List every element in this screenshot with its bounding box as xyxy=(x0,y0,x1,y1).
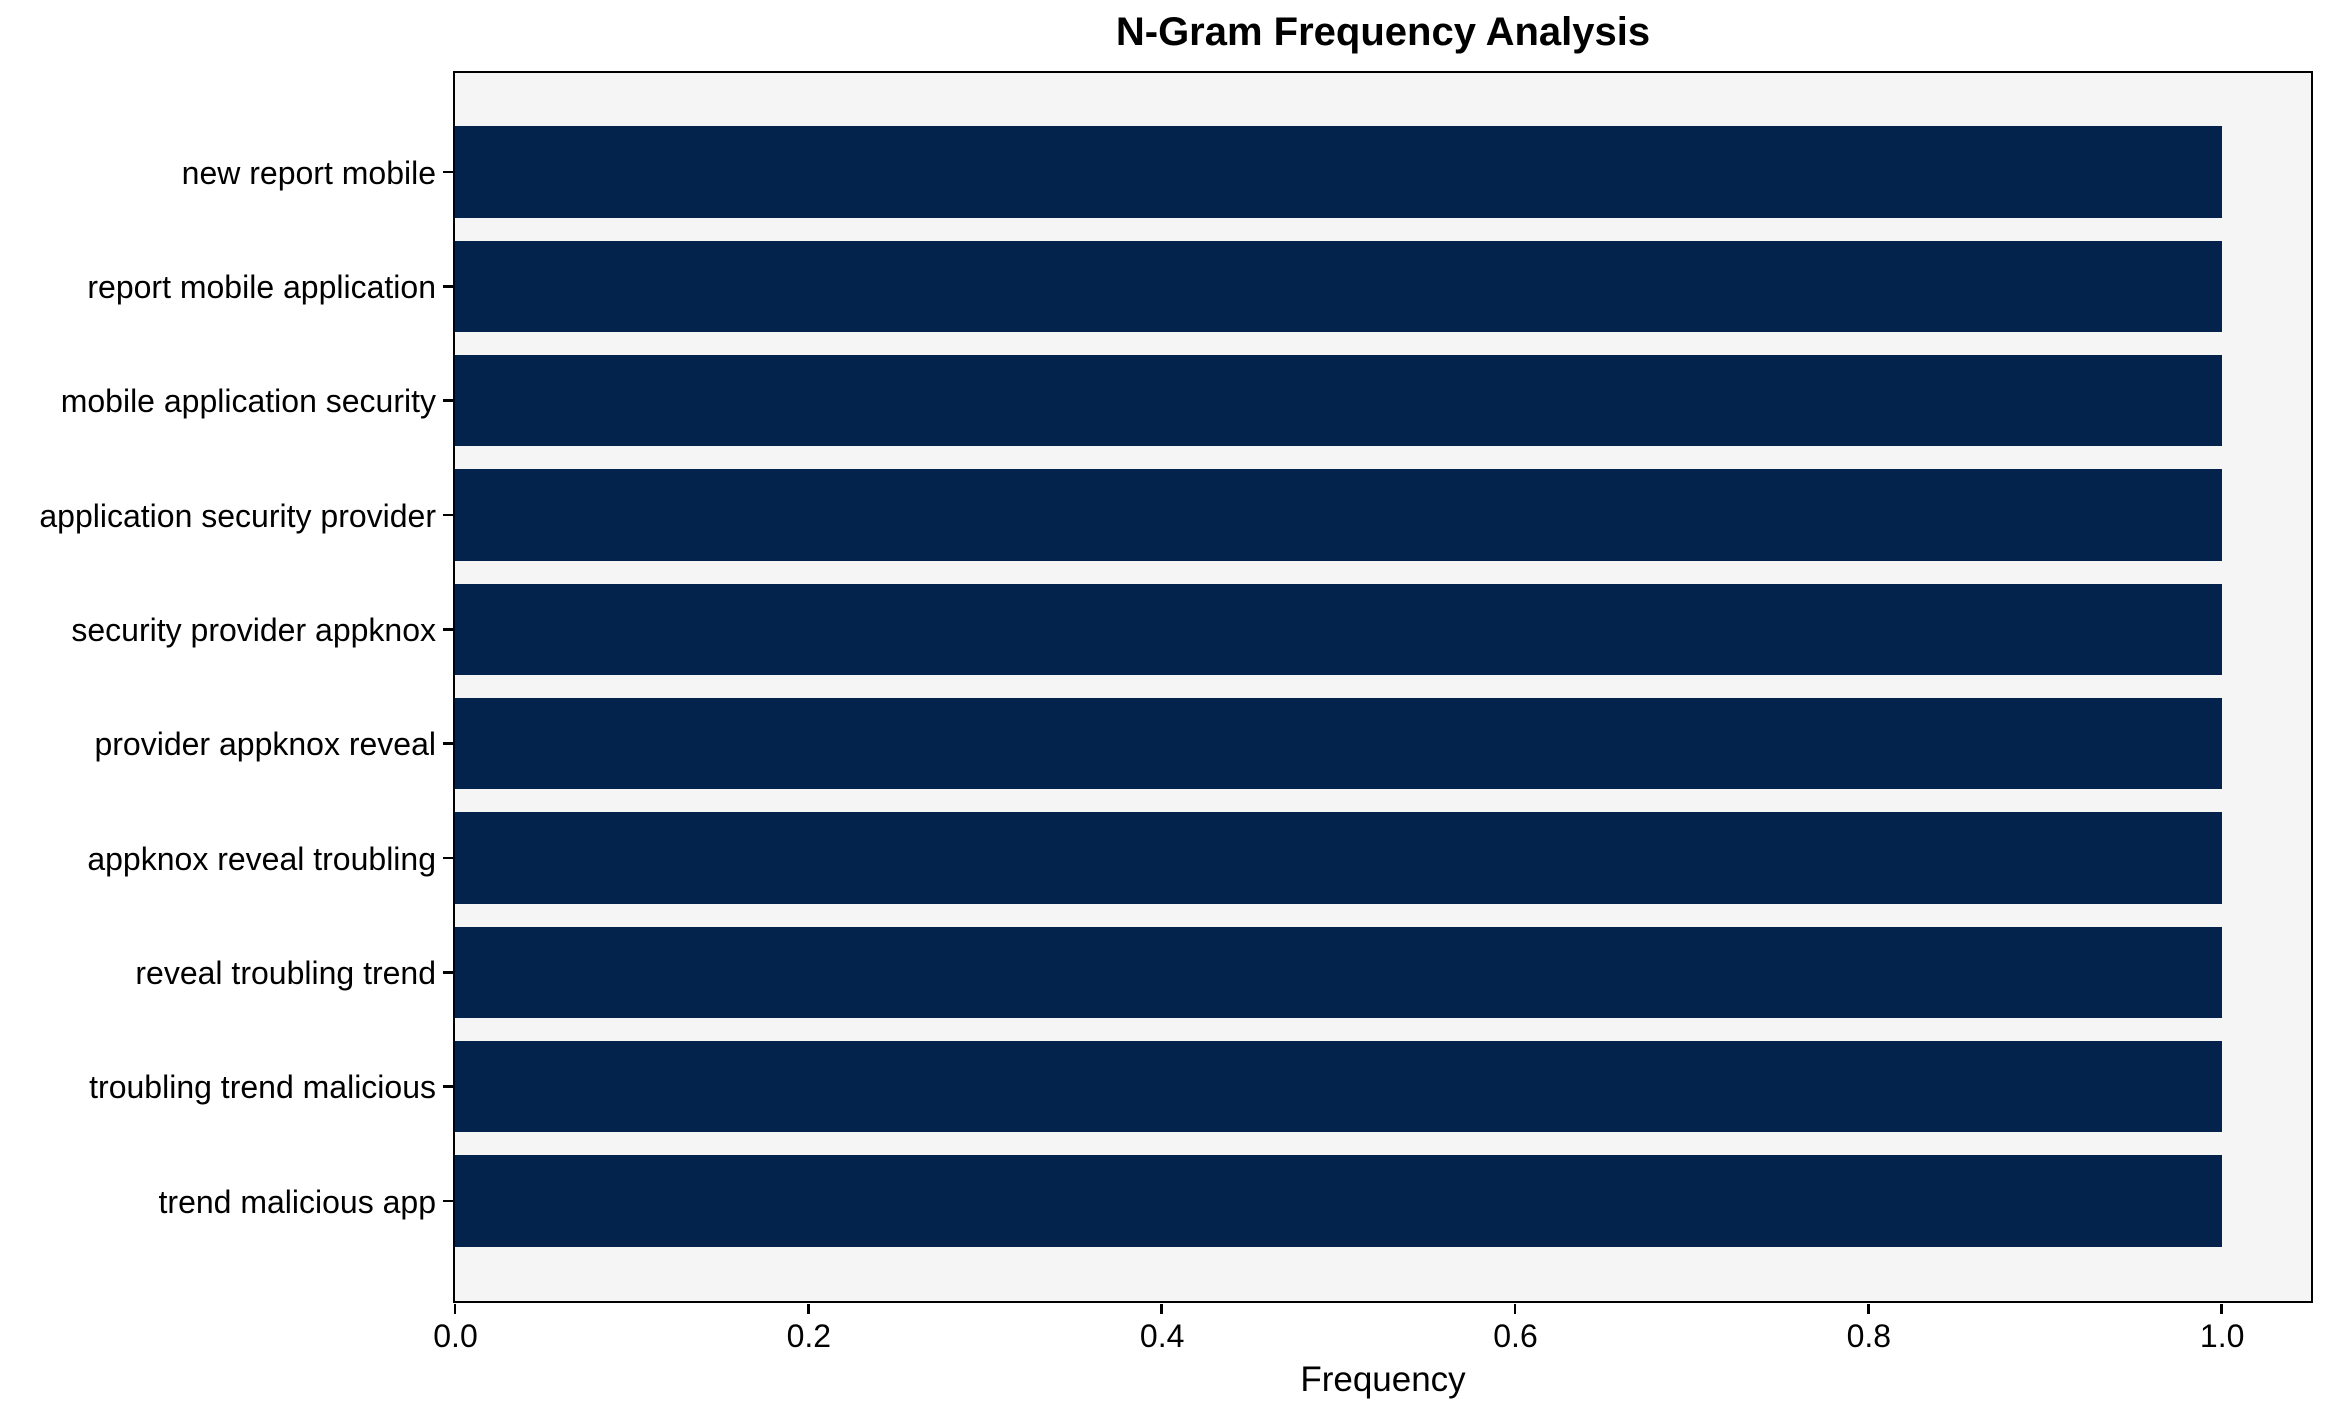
y-axis-tick xyxy=(442,856,453,860)
y-tick-label: trend malicious app xyxy=(158,1183,436,1220)
y-tick-label: reveal troubling trend xyxy=(135,954,436,991)
chart-title: N-Gram Frequency Analysis xyxy=(1115,10,1651,54)
x-axis-tick xyxy=(453,1303,457,1314)
x-tick-label: 0.8 xyxy=(1846,1318,1892,1354)
bar xyxy=(455,1155,2222,1247)
bar xyxy=(455,697,2222,790)
bar xyxy=(455,126,2222,218)
y-axis-tick xyxy=(442,170,453,174)
y-axis-tick xyxy=(442,742,453,745)
y-axis-tick xyxy=(442,513,453,517)
x-tick-label: 0.2 xyxy=(786,1318,832,1354)
x-axis-tick xyxy=(1160,1303,1163,1314)
y-axis-tick xyxy=(442,399,453,402)
x-axis-tick xyxy=(2220,1303,2223,1314)
x-tick-label: 0.0 xyxy=(433,1318,478,1354)
x-axis-tick xyxy=(1513,1303,1517,1314)
x-axis-title: Frequency xyxy=(1300,1360,1466,1399)
plot-area xyxy=(442,71,2313,1314)
y-tick-label: mobile application security xyxy=(60,383,436,420)
y-tick-label: provider appknox reveal xyxy=(94,726,436,763)
bar xyxy=(455,583,2222,676)
bar xyxy=(455,926,2222,1019)
y-tick-label: new report mobile xyxy=(181,154,436,191)
x-tick-label: 1.0 xyxy=(2199,1318,2245,1354)
x-axis-tick xyxy=(807,1303,810,1314)
y-tick-label: security provider appknox xyxy=(71,611,436,648)
y-tick-label: report mobile application xyxy=(87,268,436,305)
y-axis-tick xyxy=(442,971,453,974)
x-tick-label: 0.6 xyxy=(1493,1318,1538,1354)
y-axis-tick xyxy=(442,1085,453,1088)
y-axis-tick xyxy=(442,628,453,631)
y-axis-tick xyxy=(442,285,453,288)
y-tick-label: troubling trend malicious xyxy=(89,1069,436,1106)
bar xyxy=(455,469,2222,561)
x-axis-tick xyxy=(1867,1303,1870,1314)
y-tick-label: appknox reveal troubling xyxy=(87,840,436,877)
bar xyxy=(455,240,2222,333)
bar xyxy=(455,812,2222,904)
y-axis-tick xyxy=(442,1199,453,1203)
x-tick-label: 0.4 xyxy=(1139,1318,1185,1354)
bar xyxy=(455,1040,2222,1133)
y-tick-label: application security provider xyxy=(39,497,436,534)
bar xyxy=(455,354,2222,447)
